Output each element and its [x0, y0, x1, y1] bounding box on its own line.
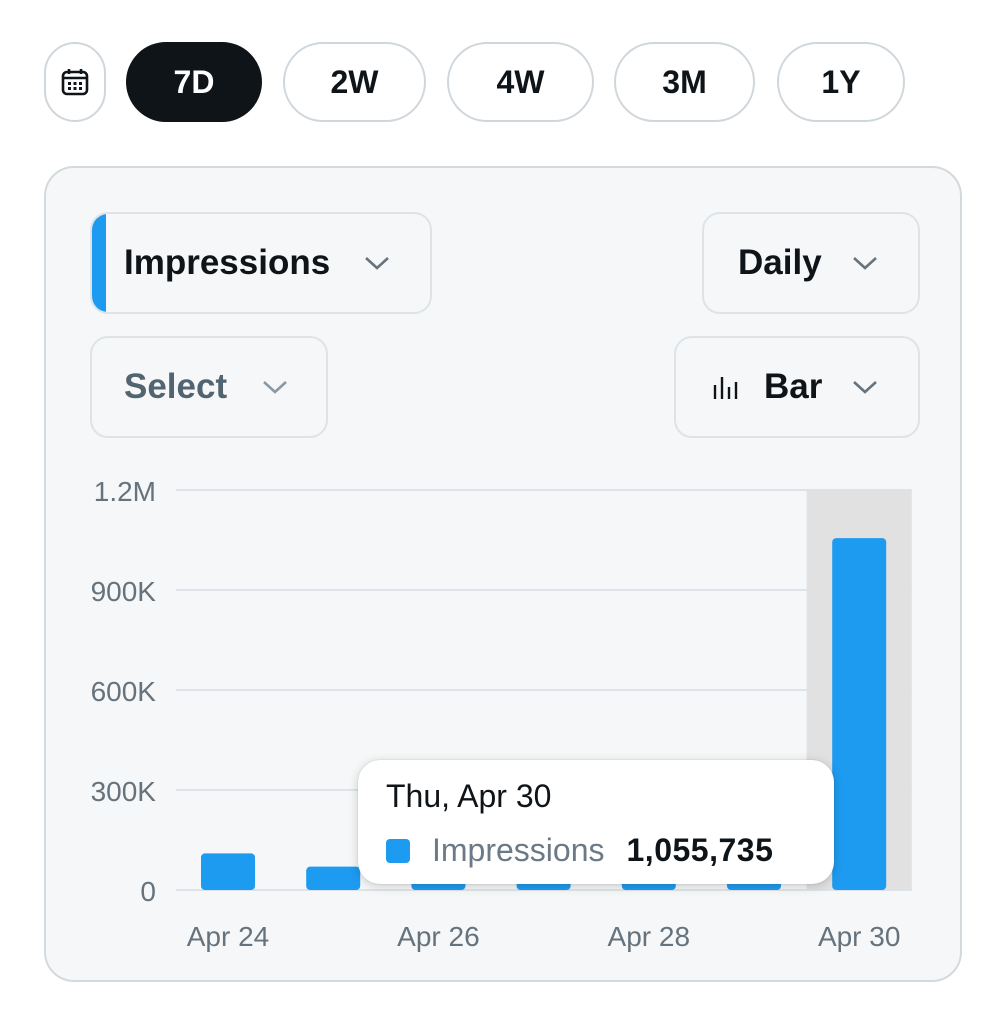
- bar-apr-24[interactable]: [201, 853, 255, 890]
- compare-dropdown[interactable]: Select: [90, 336, 328, 438]
- y-tick-label: 900K: [91, 576, 157, 607]
- chevron-down-icon: [853, 257, 877, 270]
- x-tick-label: Apr 30: [818, 921, 901, 952]
- chart-tooltip: Thu, Apr 30 Impressions 1,055,735: [358, 760, 834, 884]
- y-tick-label: 1.2M: [94, 476, 156, 507]
- x-tick-label: Apr 28: [608, 921, 691, 952]
- range-2w-button[interactable]: 2W: [283, 42, 426, 122]
- y-tick-label: 0: [140, 876, 156, 907]
- bar-apr-30[interactable]: [832, 538, 887, 890]
- bar-chart-icon: [713, 377, 738, 399]
- chart-type-dropdown[interactable]: Bar: [674, 336, 920, 438]
- chevron-down-icon: [263, 381, 287, 394]
- tooltip-date: Thu, Apr 30: [386, 778, 552, 814]
- calendar-button[interactable]: [44, 42, 106, 122]
- bar-apr-25[interactable]: [306, 866, 361, 890]
- x-tick-label: Apr 26: [397, 921, 480, 952]
- chart-type-label: Bar: [764, 367, 823, 406]
- tooltip-series-label: Impressions: [432, 832, 605, 868]
- chevron-down-icon: [365, 257, 389, 270]
- y-tick-label: 600K: [91, 676, 157, 707]
- chevron-down-icon: [853, 381, 877, 394]
- time-range-selector: 7D 2W 4W 3M 1Y: [44, 42, 944, 124]
- interval-dropdown[interactable]: Daily: [702, 212, 920, 314]
- compare-label: Select: [124, 367, 228, 406]
- metric-dropdown[interactable]: Impressions: [90, 212, 432, 314]
- range-4w-button[interactable]: 4W: [447, 42, 594, 122]
- range-7d-button[interactable]: 7D: [126, 42, 262, 122]
- x-tick-label: Apr 24: [187, 921, 270, 952]
- interval-label: Daily: [738, 243, 822, 282]
- calendar-icon: [61, 69, 89, 96]
- tooltip-row: Impressions 1,055,735: [386, 832, 773, 869]
- tooltip-value: 1,055,735: [626, 832, 774, 868]
- y-tick-label: 300K: [91, 776, 157, 807]
- tooltip-series-swatch: [386, 838, 410, 863]
- metric-color-accent: [92, 214, 106, 312]
- metric-label: Impressions: [124, 243, 331, 282]
- range-1y-button[interactable]: 1Y: [777, 42, 905, 122]
- range-3m-button[interactable]: 3M: [614, 42, 755, 122]
